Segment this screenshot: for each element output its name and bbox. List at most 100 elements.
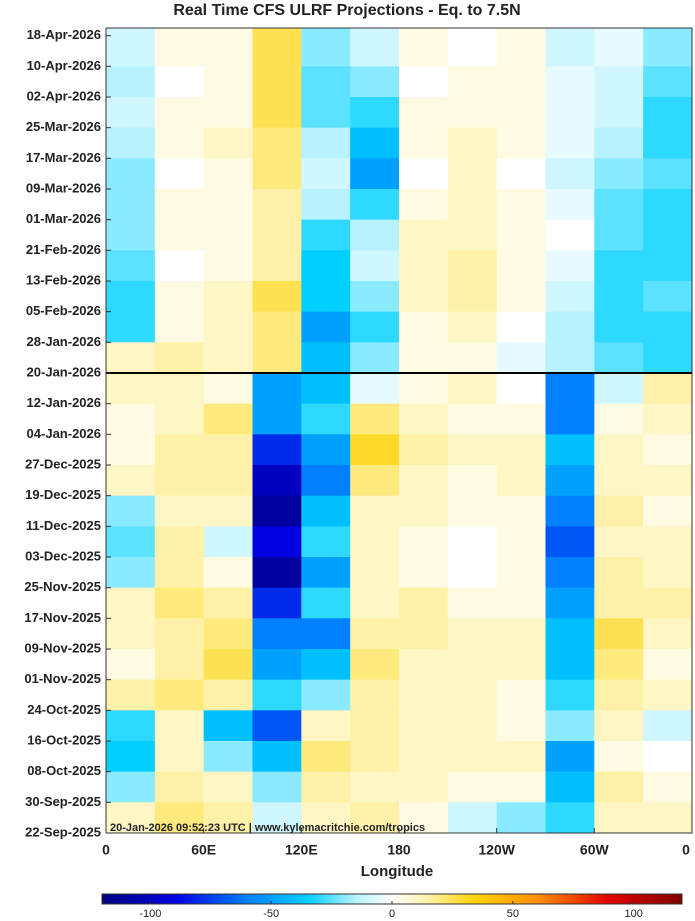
heat-cell	[252, 28, 302, 67]
heat-cell	[154, 649, 205, 681]
heat-cell	[447, 281, 498, 313]
heat-cell	[252, 66, 302, 98]
heat-cell	[643, 189, 693, 221]
colorbar-tick-label: 100	[624, 908, 642, 920]
heat-cell	[252, 403, 302, 435]
y-tick-label: 19-Dec-2025	[25, 487, 101, 502]
heat-cell	[447, 189, 498, 221]
heat-cell	[594, 557, 644, 589]
heat-cell	[301, 373, 351, 405]
heat-cell	[399, 403, 449, 435]
heat-cell	[350, 97, 400, 129]
heat-cell	[496, 465, 546, 497]
colorbar-tick-label: 0	[389, 908, 395, 920]
heat-cell	[496, 741, 546, 773]
heat-cell	[594, 771, 644, 803]
colorbar-segment	[307, 894, 357, 904]
heat-cell	[643, 495, 693, 527]
heat-cell	[545, 771, 595, 803]
heat-cell	[252, 250, 302, 282]
heat-cell	[643, 28, 693, 67]
heat-cell	[545, 465, 595, 497]
heat-cell	[447, 771, 498, 803]
heat-cell	[154, 28, 205, 67]
heat-cell	[643, 219, 693, 251]
heat-cell	[399, 373, 449, 405]
heat-cell	[643, 557, 693, 589]
heat-cell	[301, 710, 351, 742]
heat-cell	[154, 281, 205, 313]
heat-cell	[545, 158, 595, 190]
heat-cell	[496, 250, 546, 282]
heat-cell	[301, 28, 351, 67]
heat-cell	[252, 373, 302, 405]
heat-cell	[545, 342, 595, 374]
heat-cell	[594, 219, 644, 251]
y-tick-label: 05-Feb-2026	[26, 303, 101, 318]
heat-cell	[301, 771, 351, 803]
heat-cell	[496, 649, 546, 681]
heat-cell	[545, 557, 595, 589]
heat-cell	[252, 465, 302, 497]
colorbar-segment	[355, 894, 393, 904]
heat-cell	[301, 311, 351, 343]
heat-cell	[594, 342, 644, 374]
heat-cell	[447, 526, 498, 558]
heat-cell	[252, 526, 302, 558]
heat-cell	[496, 771, 546, 803]
heat-cell	[399, 557, 449, 589]
heat-cell	[106, 741, 156, 773]
heat-cell	[643, 526, 693, 558]
heat-cell	[399, 342, 449, 374]
heat-cell	[350, 557, 400, 589]
x-tick-label: 0	[102, 842, 110, 858]
heat-cell	[496, 28, 546, 67]
heat-cell	[203, 342, 253, 374]
heat-cell	[594, 526, 644, 558]
heat-cell	[203, 741, 253, 773]
heat-cell	[203, 403, 253, 435]
heat-cell	[447, 250, 498, 282]
heat-cell	[203, 618, 253, 650]
y-tick-label: 30-Sep-2025	[25, 794, 101, 809]
heat-cell	[545, 127, 595, 159]
annotation: 20-Jan-2026 09:52:23 UTC | www.kylemacri…	[110, 822, 425, 834]
heat-cell	[496, 373, 546, 405]
heat-cell	[594, 403, 644, 435]
heat-cell	[643, 434, 693, 466]
heat-cell	[594, 495, 644, 527]
heat-cell	[106, 802, 156, 834]
heat-cell	[447, 342, 498, 374]
heat-cell	[545, 403, 595, 435]
heat-cell	[203, 158, 253, 190]
heat-cell	[447, 66, 498, 98]
heat-cell	[643, 403, 693, 435]
heat-cell	[252, 557, 302, 589]
heat-cell	[106, 710, 156, 742]
y-tick-label: 11-Dec-2025	[26, 518, 101, 533]
heat-cell	[106, 66, 156, 98]
heat-cell	[203, 649, 253, 681]
heat-cell	[447, 158, 498, 190]
heat-cell	[154, 465, 205, 497]
y-tick-label: 04-Jan-2026	[27, 426, 101, 441]
heat-cell	[545, 189, 595, 221]
heat-cell	[447, 403, 498, 435]
chart-title: Real Time CFS ULRF Projections - Eq. to …	[173, 2, 520, 19]
heat-cell	[594, 434, 644, 466]
heat-cell	[154, 127, 205, 159]
heat-cell	[545, 710, 595, 742]
heat-cell	[154, 802, 205, 834]
heat-cell	[154, 219, 205, 251]
heat-cell	[350, 649, 400, 681]
heat-cell	[545, 219, 595, 251]
heat-cell	[545, 649, 595, 681]
colorbar-segment	[476, 894, 538, 904]
heat-cell	[399, 649, 449, 681]
heat-cell	[643, 618, 693, 650]
heat-cell	[106, 434, 156, 466]
heat-cell	[154, 373, 205, 405]
heat-cell	[350, 741, 400, 773]
